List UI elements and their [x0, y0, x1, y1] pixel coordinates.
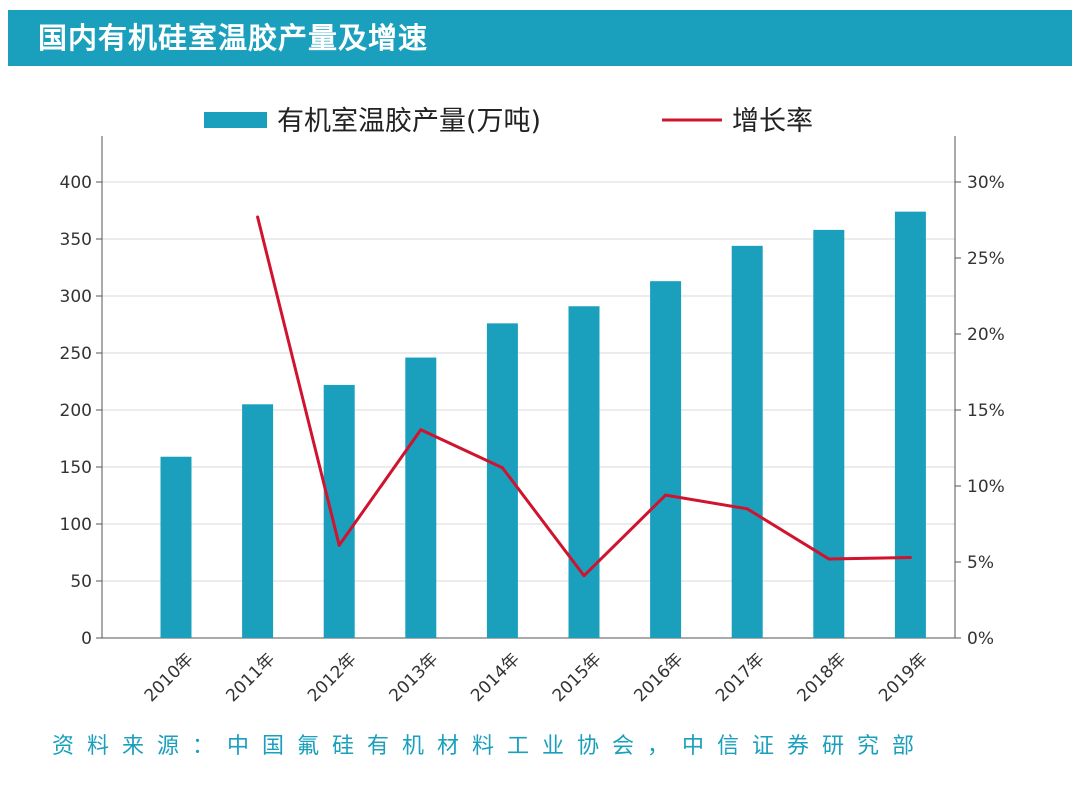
y2-tick-label: 0% [967, 629, 994, 649]
line-point [908, 555, 912, 559]
y2-tick-label: 20% [967, 325, 1005, 345]
page-title: 国内有机硅室温胶产量及增速 [38, 21, 429, 55]
x-tick-label: 2016年 [630, 649, 687, 706]
y-tick-label: 50 [70, 572, 92, 592]
line-point [256, 215, 260, 219]
y-tick-label: 200 [60, 401, 92, 421]
legend-bar-label: 有机室温胶产量(万吨) [277, 106, 541, 137]
y-tick-label: 250 [60, 344, 92, 364]
x-tick-label: 2017年 [712, 649, 769, 706]
title-banner: 国内有机硅室温胶产量及增速 [8, 10, 1072, 66]
y-tick-label: 150 [60, 458, 92, 478]
x-tick-label: 2014年 [467, 649, 524, 706]
bar [160, 456, 192, 638]
y-tick-label: 0 [81, 629, 92, 649]
bar [242, 404, 274, 638]
bar [323, 384, 355, 638]
y2-tick-label: 15% [967, 401, 1005, 421]
legend-line-label: 增长率 [732, 106, 813, 137]
x-tick-label: 2018年 [794, 649, 851, 706]
y2-tick-label: 5% [967, 553, 994, 573]
line-point [664, 493, 668, 497]
bar [568, 306, 600, 638]
bar [650, 281, 682, 638]
line-point [745, 507, 749, 511]
x-tick-label: 2012年 [304, 649, 361, 706]
legend-bar-swatch [204, 112, 267, 128]
y-tick-label: 100 [60, 515, 92, 535]
bar [731, 245, 763, 638]
line-point [337, 543, 341, 547]
line-point [827, 557, 831, 561]
y-tick-label: 300 [60, 287, 92, 307]
source-note: 资料来源：中国氟硅有机材料工业协会，中信证券研究部 [52, 734, 928, 759]
bar [405, 357, 437, 638]
x-tick-label: 2010年 [141, 649, 198, 706]
bar [894, 211, 926, 638]
bar [813, 229, 845, 638]
x-tick-label: 2015年 [549, 649, 606, 706]
x-tick-label: 2011年 [222, 649, 279, 706]
line-point [419, 428, 423, 432]
y2-tick-label: 25% [967, 249, 1005, 269]
x-tick-label: 2013年 [386, 649, 443, 706]
y2-tick-label: 10% [967, 477, 1005, 497]
y-tick-label: 350 [60, 230, 92, 250]
line-point [500, 466, 504, 470]
line-point [582, 574, 586, 578]
y-tick-label: 400 [60, 173, 92, 193]
y2-tick-label: 30% [967, 173, 1005, 193]
x-tick-label: 2019年 [875, 649, 932, 706]
